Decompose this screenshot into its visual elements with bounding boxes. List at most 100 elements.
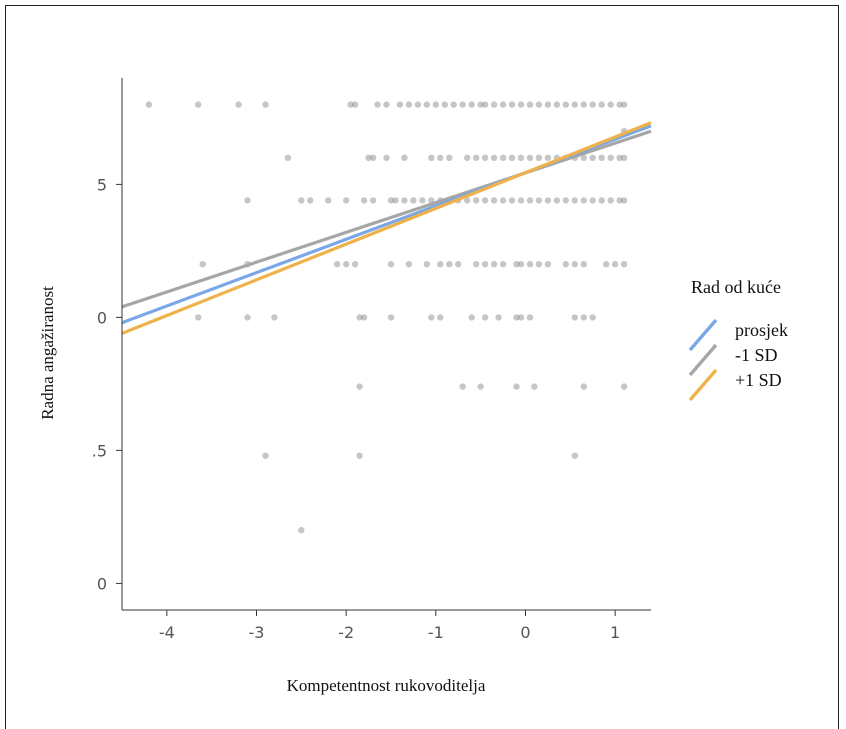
data-point: [468, 101, 475, 108]
data-point: [513, 314, 520, 321]
data-point: [473, 154, 480, 161]
data-point: [526, 154, 534, 161]
data-point: [387, 197, 395, 204]
data-point: [535, 101, 543, 108]
data-point: [369, 197, 377, 204]
data-point: [401, 197, 408, 204]
data-point: [562, 197, 569, 204]
y-tick-label: 0: [97, 308, 107, 327]
legend-label: prosjek: [735, 320, 788, 340]
data-point: [517, 154, 525, 161]
data-point: [428, 314, 435, 321]
data-point: [343, 261, 350, 268]
legend: Rad od kuće prosjek -1 SD +1 SD: [688, 277, 788, 402]
data-point: [513, 383, 520, 390]
data-point: [526, 261, 534, 268]
data-point: [544, 154, 552, 161]
data-point: [571, 261, 578, 268]
data-point: [414, 101, 422, 108]
data-point: [562, 101, 569, 108]
data-point: [616, 101, 623, 108]
data-point: [145, 101, 153, 108]
y-tick-label: 5: [97, 175, 107, 194]
data-point: [580, 154, 587, 161]
data-point: [611, 261, 619, 268]
data-point: [571, 101, 578, 108]
data-point: [517, 101, 525, 108]
data-point: [298, 527, 305, 534]
data-point: [499, 101, 507, 108]
data-point: [374, 101, 381, 108]
data-point: [405, 261, 413, 268]
figure-frame: [5, 5, 839, 729]
y-tick-label: 0: [97, 574, 107, 593]
data-point: [580, 314, 587, 321]
data-point: [607, 101, 614, 108]
data-point: [365, 154, 372, 161]
data-point: [455, 261, 462, 268]
data-point: [262, 452, 269, 459]
data-point: [589, 154, 596, 161]
x-tick-label: -1: [428, 623, 444, 642]
data-point: [356, 314, 363, 321]
data-point: [387, 314, 395, 321]
data-point: [459, 101, 466, 108]
data-point: [535, 261, 543, 268]
data-point: [360, 314, 368, 321]
data-point: [428, 154, 435, 161]
data-point: [298, 197, 305, 204]
data-point: [351, 261, 359, 268]
data-point: [419, 197, 426, 204]
data-point: [387, 261, 395, 268]
data-point: [517, 197, 525, 204]
data-point: [490, 261, 498, 268]
data-point: [468, 314, 475, 321]
data-point: [598, 197, 605, 204]
data-point: [437, 261, 444, 268]
data-point: [603, 261, 610, 268]
data-point: [383, 154, 390, 161]
y-axis-title: Radna angažiranost: [38, 286, 57, 420]
data-point: [244, 314, 251, 321]
data-point: [356, 383, 363, 390]
x-tick-label: 1: [610, 623, 620, 642]
data-point: [307, 197, 314, 204]
data-point: [495, 314, 502, 321]
data-point: [580, 101, 587, 108]
x-axis-title: Kompetentnost rukovoditelja: [287, 676, 486, 695]
data-point: [589, 101, 596, 108]
data-point: [616, 197, 623, 204]
data-point: [405, 101, 413, 108]
data-point: [464, 154, 471, 161]
data-point: [343, 197, 350, 204]
data-point: [423, 101, 430, 108]
data-point: [262, 101, 269, 108]
data-point: [526, 197, 534, 204]
fit-lines-layer: [121, 121, 652, 335]
data-point: [620, 154, 628, 161]
data-point: [284, 154, 292, 161]
data-point: [334, 261, 341, 268]
data-point: [271, 314, 278, 321]
data-point: [535, 154, 543, 161]
data-point: [432, 101, 439, 108]
data-point: [490, 154, 498, 161]
fit-line: [121, 129, 652, 309]
data-point: [571, 314, 578, 321]
data-point: [437, 154, 444, 161]
data-point: [481, 101, 489, 108]
data-point: [571, 197, 578, 204]
data-point: [535, 197, 543, 204]
legend-label: -1 SD: [735, 345, 778, 365]
data-point: [235, 101, 242, 108]
data-point: [481, 197, 489, 204]
data-point: [517, 314, 525, 321]
y-axis-ticks: 0 .5 0 5: [92, 175, 122, 593]
data-point: [598, 154, 605, 161]
data-point: [351, 101, 359, 108]
data-point: [199, 261, 206, 268]
data-point: [481, 154, 489, 161]
data-point: [580, 261, 587, 268]
data-point: [481, 261, 489, 268]
